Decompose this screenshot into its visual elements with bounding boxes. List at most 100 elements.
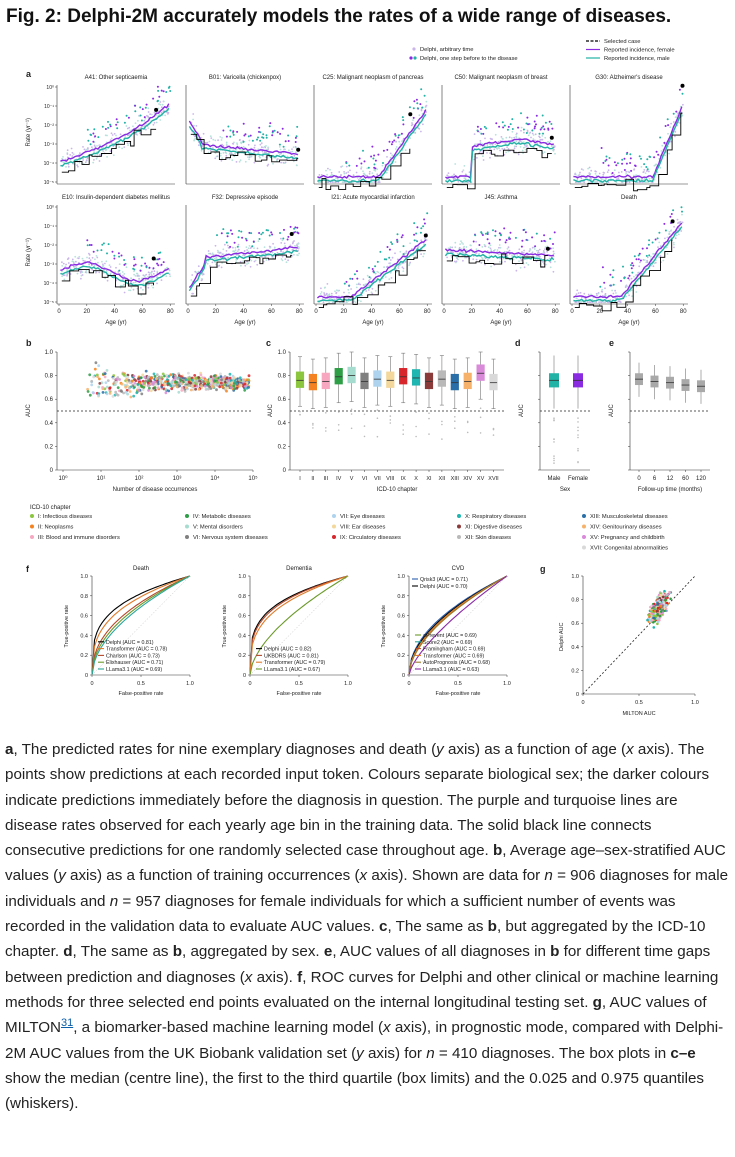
data-point [553, 252, 555, 255]
data-point [532, 134, 535, 136]
data-point-before-diagnosis [503, 124, 506, 127]
data-point [468, 171, 471, 174]
data-point-before-diagnosis [672, 112, 675, 115]
legend-label: Delphi (AUC = 0.82) [264, 647, 312, 653]
citation-link[interactable]: 31 [60, 1017, 74, 1030]
data-point [331, 300, 334, 303]
outlier-point [492, 428, 495, 431]
data-point [200, 136, 203, 139]
data-point-before-diagnosis [600, 147, 603, 149]
data-point-before-diagnosis [494, 230, 497, 233]
data-point-before-diagnosis [287, 235, 290, 238]
data-point [635, 274, 637, 277]
data-point [233, 251, 236, 253]
data-point-before-diagnosis [658, 231, 661, 234]
legend-label: Qrisk3 (AUC = 0.71) [420, 577, 468, 583]
data-point [659, 166, 662, 169]
data-point [239, 148, 242, 151]
auc-point [101, 386, 104, 389]
data-point-before-diagnosis [553, 231, 556, 234]
subplot-title: I21: Acute myocardial infarction [331, 195, 414, 201]
data-point [541, 138, 544, 141]
data-point [525, 262, 528, 264]
auc-point [232, 384, 236, 388]
data-point [231, 159, 234, 162]
data-point-before-diagnosis [550, 123, 553, 125]
data-point-before-diagnosis [482, 132, 485, 135]
auc-point [91, 391, 95, 394]
outlier-point [492, 434, 495, 436]
data-point-before-diagnosis [514, 236, 517, 239]
auc-point [194, 387, 198, 391]
data-point [674, 237, 677, 240]
data-point [382, 176, 384, 179]
data-point [289, 244, 292, 247]
data-point [659, 255, 662, 257]
data-point-before-diagnosis [663, 141, 666, 144]
auc-point [165, 373, 169, 377]
data-point [598, 172, 601, 175]
data-point [222, 248, 225, 251]
data-point-before-diagnosis [276, 131, 279, 134]
data-point-before-diagnosis [284, 140, 287, 143]
data-point [662, 259, 665, 262]
data-point-before-diagnosis [420, 88, 423, 91]
data-point [493, 148, 496, 151]
data-point [360, 167, 362, 170]
subplot-title: J45: Asthma [484, 195, 518, 201]
data-point [595, 170, 597, 173]
data-point-before-diagnosis [635, 258, 638, 261]
data-point [227, 244, 229, 247]
data-point-before-diagnosis [632, 264, 635, 267]
auc-point [156, 386, 160, 390]
data-point-before-diagnosis [390, 241, 393, 244]
data-point [148, 273, 151, 276]
y-axis-label: AUC [609, 404, 615, 417]
data-point [352, 174, 355, 177]
data-point [234, 152, 236, 155]
rate-subplot: G30: Alzheimer's disease [569, 75, 688, 192]
x-tick-label: 0 [570, 309, 574, 315]
data-point-before-diagnosis [262, 133, 265, 136]
auc-point [155, 373, 159, 377]
subplot-title: Death [621, 195, 637, 201]
data-point [335, 292, 338, 295]
incidence-line-male [60, 107, 170, 167]
incidence-line-female [188, 120, 299, 156]
x-tick-label: 20 [212, 309, 219, 315]
auc-point [90, 383, 94, 387]
data-point [292, 160, 295, 163]
auc-point [103, 387, 107, 391]
data-point [630, 289, 633, 292]
data-point [106, 156, 108, 158]
data-point-before-diagnosis [633, 255, 636, 258]
data-point-before-diagnosis [641, 247, 644, 250]
data-point [96, 256, 99, 259]
subplot-title: C50: Malignant neoplasm of breast [454, 75, 547, 81]
data-point [615, 292, 617, 294]
y-tick-label: 0 [85, 673, 88, 679]
data-point-before-diagnosis [240, 230, 243, 233]
subplot-title: CVD [452, 566, 465, 572]
data-point [368, 278, 371, 281]
data-point [373, 181, 376, 184]
caption-label-a: a [5, 741, 14, 758]
data-point-before-diagnosis [400, 132, 403, 135]
data-point [71, 151, 74, 154]
data-point [465, 246, 468, 248]
data-point [298, 246, 300, 249]
data-point [386, 156, 388, 158]
data-point [139, 132, 142, 135]
data-point [486, 143, 489, 146]
data-point [452, 178, 455, 181]
data-point [122, 274, 124, 277]
data-point [88, 252, 90, 255]
data-point [248, 158, 251, 161]
auc-point [137, 385, 141, 389]
x-tick-label: 0 [248, 681, 251, 687]
data-point-before-diagnosis [120, 254, 123, 257]
x-tick-label: 20 [468, 309, 475, 315]
auc-point [238, 376, 242, 380]
outlier-point [428, 433, 430, 435]
data-point [280, 242, 283, 244]
